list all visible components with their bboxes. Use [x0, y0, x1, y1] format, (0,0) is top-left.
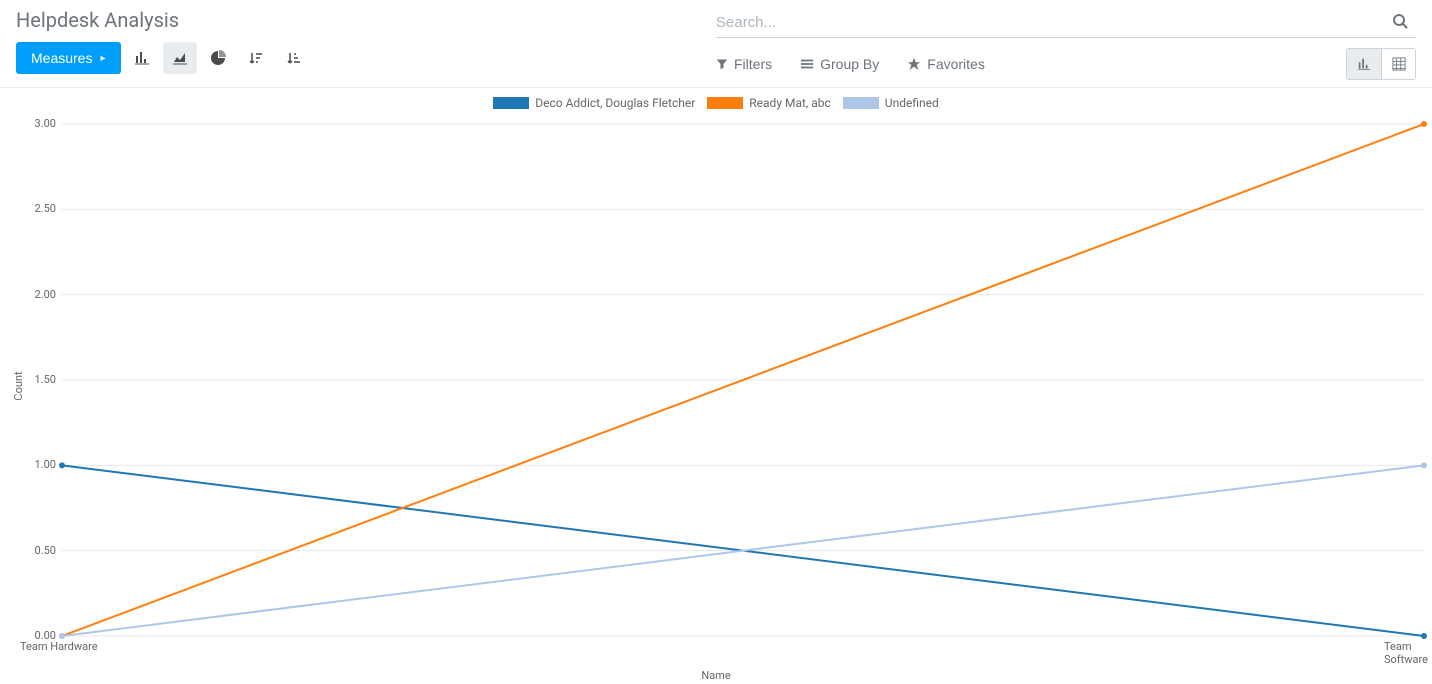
favorites-button[interactable]: Favorites — [907, 56, 985, 72]
search-icon — [1392, 13, 1408, 29]
graph-view-button[interactable] — [1347, 49, 1381, 79]
y-tick-label: 3.00 — [35, 117, 56, 130]
pie-chart-button[interactable] — [201, 42, 235, 74]
search-filters-group: Filters Group By Favorites — [716, 56, 985, 72]
list-icon — [800, 58, 814, 70]
y-tick-label: 1.00 — [35, 458, 56, 471]
filters-label: Filters — [734, 56, 772, 72]
pivot-view-button[interactable] — [1381, 49, 1415, 79]
groupby-button[interactable]: Group By — [800, 56, 879, 72]
x-tick-label: Team Software — [1384, 640, 1432, 666]
page-title: Helpdesk Analysis — [16, 8, 716, 32]
search-toolbar: Filters Group By Favorites — [716, 46, 1416, 82]
measures-button[interactable]: Measures ▸ — [16, 42, 121, 74]
bar-chart-icon — [134, 50, 150, 66]
sort-desc-button[interactable] — [239, 42, 273, 74]
line-chart-button[interactable] — [163, 42, 197, 74]
search-button[interactable] — [1384, 9, 1416, 36]
view-switcher — [1346, 48, 1416, 80]
pie-chart-icon — [210, 50, 226, 66]
line-chart-icon — [172, 50, 188, 66]
bar-chart-button[interactable] — [125, 42, 159, 74]
control-panel: Helpdesk Analysis Measures ▸ — [0, 0, 1432, 88]
filters-button[interactable]: Filters — [716, 56, 772, 72]
favorites-label: Favorites — [927, 56, 985, 72]
search-input[interactable] — [716, 10, 1384, 35]
measures-button-label: Measures — [31, 50, 92, 66]
y-tick-label: 1.50 — [35, 373, 56, 386]
graph-view-icon — [1357, 57, 1371, 71]
caret-right-icon: ▸ — [100, 53, 105, 64]
search-bar — [716, 8, 1416, 38]
graph-toolbar: Measures ▸ — [16, 40, 716, 76]
sort-asc-button[interactable] — [277, 42, 311, 74]
control-panel-right: Filters Group By Favorites — [716, 8, 1416, 82]
y-tick-label: 0.50 — [35, 544, 56, 557]
funnel-icon — [716, 58, 728, 70]
y-tick-label: 2.50 — [35, 202, 56, 215]
y-tick-label: 2.00 — [35, 288, 56, 301]
sort-desc-icon — [248, 50, 264, 66]
control-panel-left: Helpdesk Analysis Measures ▸ — [16, 8, 716, 76]
groupby-label: Group By — [820, 56, 879, 72]
pivot-view-icon — [1392, 57, 1406, 71]
star-icon — [907, 57, 921, 71]
chart-area: Deco Addict, Douglas FletcherReady Mat, … — [0, 88, 1432, 684]
x-tick-label: Team Hardware — [20, 640, 98, 653]
line-chart — [0, 88, 1432, 684]
sort-asc-icon — [286, 50, 302, 66]
